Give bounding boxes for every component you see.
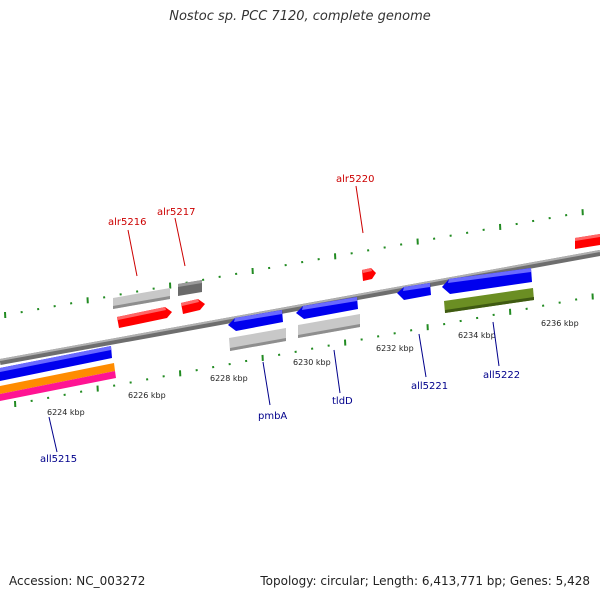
gene-all5222-homolog[interactable] bbox=[444, 288, 534, 313]
gene-tldD-homolog[interactable] bbox=[298, 314, 360, 338]
gene-pmbA[interactable] bbox=[228, 310, 283, 331]
scale-label-6236: 6236 kbp bbox=[541, 319, 579, 328]
label-all5222[interactable]: all5222 bbox=[483, 370, 520, 381]
label-leaders bbox=[48, 185, 500, 453]
gene-alr5217[interactable] bbox=[181, 299, 205, 314]
label-all5221[interactable]: all5221 bbox=[411, 381, 448, 392]
genome-title: Nostoc sp. PCC 7120, complete genome bbox=[169, 9, 431, 24]
gene-labels: alr5216 alr5217 alr5220 all5215 pmbA tld… bbox=[40, 174, 520, 465]
scale-labels: 6224 kbp 6226 kbp 6228 kbp 6230 kbp 6232… bbox=[47, 319, 579, 417]
label-all5215[interactable]: all5215 bbox=[40, 454, 77, 465]
gene-alr5216-homolog[interactable] bbox=[113, 288, 170, 309]
scale-label-6230: 6230 kbp bbox=[293, 358, 331, 367]
label-alr5216[interactable]: alr5216 bbox=[108, 217, 146, 228]
gene-edge-red[interactable] bbox=[575, 234, 600, 249]
scale-label-6228: 6228 kbp bbox=[210, 374, 248, 383]
gene-alr5216[interactable] bbox=[117, 307, 172, 328]
gene-all5215[interactable] bbox=[0, 346, 112, 381]
gene-pmbA-homolog[interactable] bbox=[229, 328, 286, 351]
gene-alr5220[interactable] bbox=[362, 268, 376, 281]
accession-text: Accession: NC_003272 bbox=[9, 574, 146, 588]
gene-alr5217-homolog[interactable] bbox=[178, 280, 202, 296]
gene-tldD[interactable] bbox=[296, 297, 358, 319]
label-alr5220[interactable]: alr5220 bbox=[336, 174, 374, 185]
reverse-features bbox=[0, 268, 534, 401]
reverse-scale-ticks bbox=[14, 293, 594, 408]
label-pmbA[interactable]: pmbA bbox=[258, 411, 287, 422]
scale-label-6234: 6234 kbp bbox=[458, 331, 496, 340]
scale-label-6224: 6224 kbp bbox=[47, 408, 85, 417]
gene-all5215-orange[interactable] bbox=[0, 363, 115, 394]
forward-features bbox=[113, 234, 600, 328]
gene-all5222[interactable] bbox=[442, 268, 532, 294]
gene-all5215-pink[interactable] bbox=[0, 371, 116, 401]
genome-backbone bbox=[0, 250, 600, 365]
scale-label-6226: 6226 kbp bbox=[128, 391, 166, 400]
genome-stats-text: Topology: circular; Length: 6,413,771 bp… bbox=[260, 574, 590, 588]
gene-all5221[interactable] bbox=[397, 283, 431, 300]
label-tldD[interactable]: tldD bbox=[332, 396, 353, 407]
scale-label-6232: 6232 kbp bbox=[376, 344, 414, 353]
label-alr5217[interactable]: alr5217 bbox=[157, 207, 195, 218]
